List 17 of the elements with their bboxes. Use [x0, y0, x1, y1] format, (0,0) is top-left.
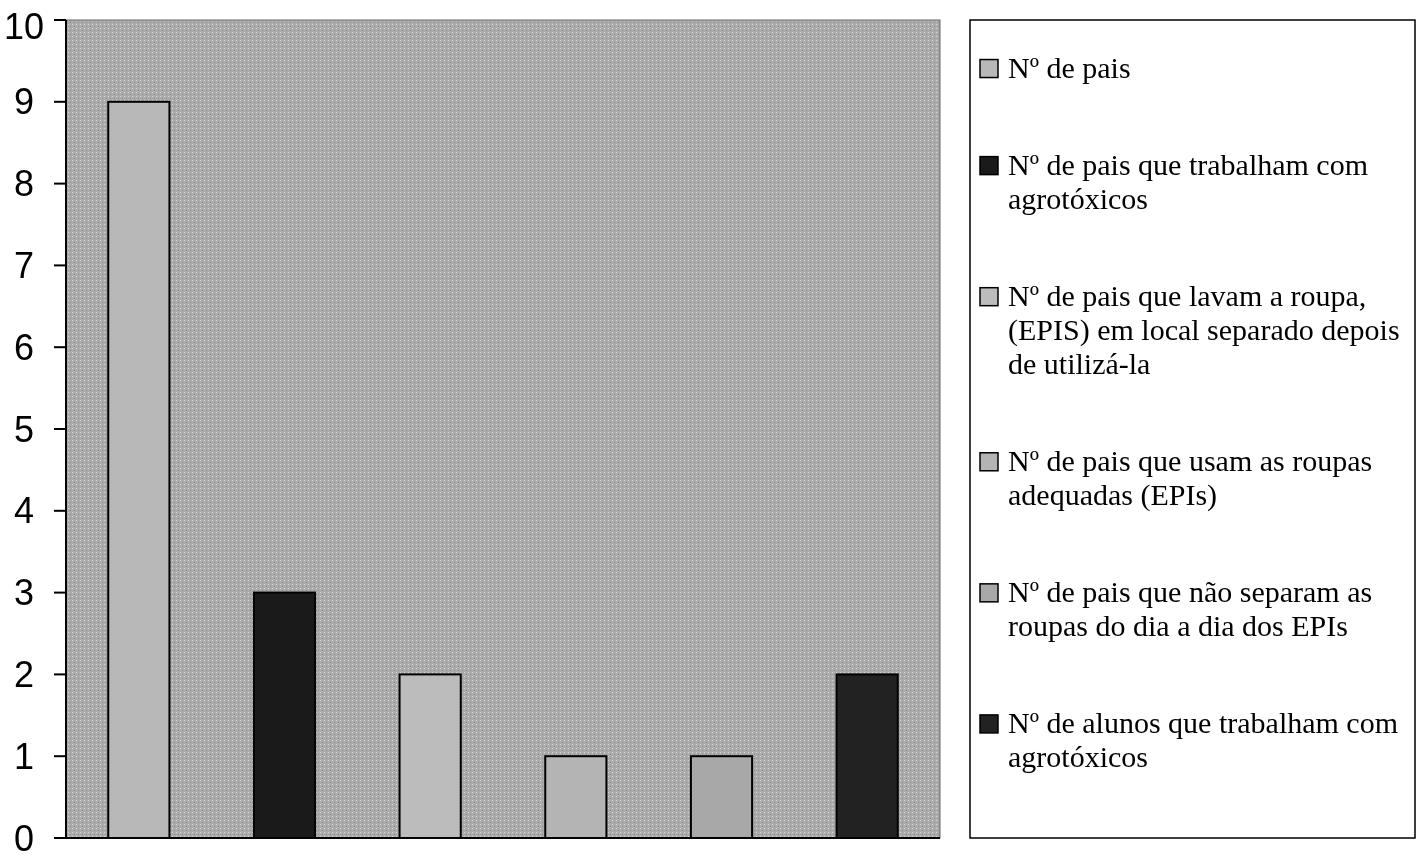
y-tick-label: 8	[13, 163, 35, 205]
y-tick-label: 7	[13, 245, 35, 286]
legend-label: Nº de pais que lavam a roupa, (EPIS) em local separado depois de utilizá-la	[1008, 278, 1400, 380]
y-tick-label: 1	[13, 735, 35, 777]
y-tick-label: 0	[13, 817, 35, 859]
legend-label: Nº de pais	[1008, 50, 1131, 84]
legend-label: Nº de pais que usam as roupas adequadas (EPIs)	[1008, 443, 1373, 512]
y-tick-label: 6	[13, 326, 35, 368]
y-tick-label: 4	[13, 490, 35, 532]
y-tick-label: 10	[3, 5, 45, 47]
legend-label: Nº de pais que não separam as roupas do dia a dia dos EPIs	[1008, 574, 1373, 642]
y-tick-label: 5	[13, 408, 35, 450]
legend-label: Nº de pais que trabalham com agrotóxicos	[1008, 147, 1369, 215]
legend-label: Nº de alunos que trabalham com agrotóxicos	[1008, 705, 1399, 773]
y-tick-label: 9	[13, 81, 35, 123]
y-tick-label: 3	[13, 572, 35, 614]
y-tick-label: 2	[13, 654, 35, 695]
